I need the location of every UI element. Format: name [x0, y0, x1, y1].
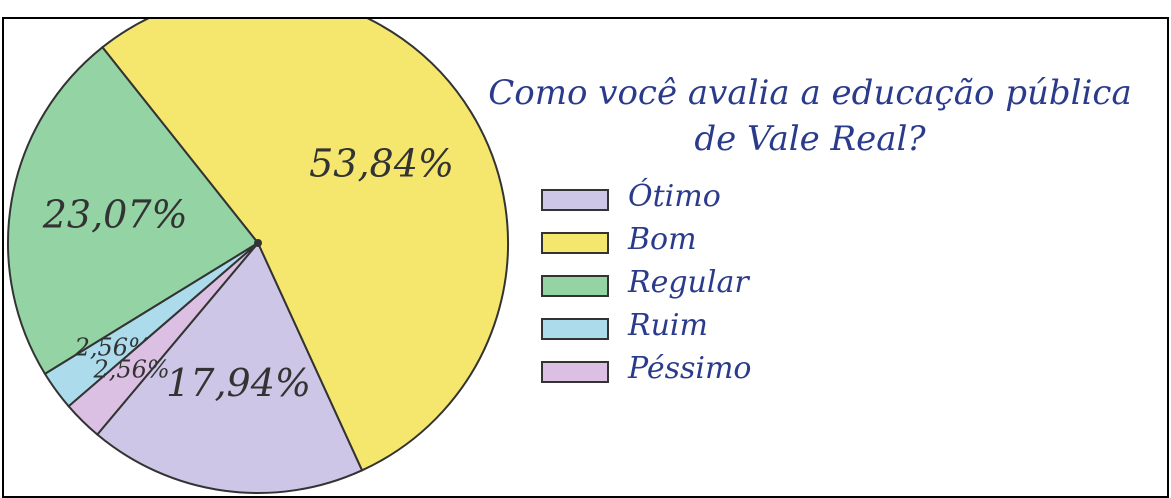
slice-label: 53,84% [309, 142, 454, 186]
legend-swatch [541, 189, 609, 211]
pie-slice [101, 19, 509, 472]
legend-label: Péssimo [627, 351, 752, 386]
frame [2, 17, 1169, 498]
pie-slice [95, 241, 364, 494]
slice-label: 2,56% [92, 356, 169, 384]
legend-label: Regular [627, 265, 750, 300]
legend-label: Ruim [627, 308, 708, 343]
legend-swatch [541, 275, 609, 297]
slice-label: 23,07% [42, 192, 188, 236]
chart-title: Como você avalia a educação pública de V… [488, 73, 1132, 159]
pie: 17,94%53,84%23,07%2,56%2,56% [7, 19, 509, 494]
legend-label: Ótimo [628, 178, 721, 214]
slice-label: 17,94% [166, 361, 311, 405]
pie-slice [67, 242, 259, 436]
pie-slice [7, 45, 260, 376]
legend-swatch [541, 232, 609, 254]
pie-center [254, 239, 262, 247]
legend-swatch [541, 361, 609, 383]
legend-label: Bom [627, 222, 697, 257]
legend-swatch [541, 318, 609, 340]
legend: Ótimo Bom Regular Ruim Péssimo [541, 178, 752, 386]
